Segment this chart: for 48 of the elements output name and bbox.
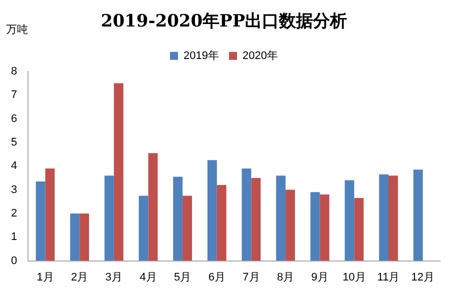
bar xyxy=(182,196,192,261)
bar xyxy=(45,168,55,261)
x-tick-label: 10月 xyxy=(342,271,366,284)
bar xyxy=(70,213,80,261)
chart-title: 2019-2020年PP出口数据分析 xyxy=(100,12,348,32)
x-tick-label: 1月 xyxy=(36,271,54,284)
bar xyxy=(286,190,295,261)
x-tick-label: 3月 xyxy=(105,271,122,284)
y-tick-label: 6 xyxy=(10,112,18,125)
bar xyxy=(36,181,46,261)
bar xyxy=(310,192,320,261)
x-tick-label: 8月 xyxy=(276,271,294,284)
legend-label: 2020年 xyxy=(242,50,278,62)
y-tick-label: 0 xyxy=(10,254,18,267)
bar xyxy=(114,83,124,261)
bar xyxy=(354,198,364,261)
bar xyxy=(276,176,286,261)
bar xyxy=(242,168,252,261)
y-tick-label: 4 xyxy=(10,160,18,172)
bar xyxy=(173,176,183,261)
bar xyxy=(388,176,398,261)
x-tick-label: 7月 xyxy=(242,271,260,284)
x-tick-label: 5月 xyxy=(174,271,192,284)
bar xyxy=(80,213,90,261)
bar xyxy=(138,196,148,261)
bar xyxy=(320,194,330,261)
x-tick-label: 9月 xyxy=(311,271,328,284)
x-tick-label: 12月 xyxy=(411,271,434,284)
y-tick-label: 3 xyxy=(10,184,18,196)
bar xyxy=(379,174,389,261)
x-tick-label: 4月 xyxy=(140,271,157,284)
bar xyxy=(148,153,158,261)
y-tick-label: 2 xyxy=(10,207,18,220)
bar xyxy=(104,176,114,261)
bar xyxy=(344,180,354,261)
y-tick-label: 1 xyxy=(10,231,18,244)
x-tick-label: 6月 xyxy=(208,271,226,284)
bar xyxy=(251,178,261,261)
bar xyxy=(216,185,226,261)
y-tick-label: 8 xyxy=(10,65,18,78)
bar xyxy=(207,160,217,261)
bar xyxy=(413,170,423,261)
y-tick-label: 5 xyxy=(10,136,18,148)
legend-label: 2019年 xyxy=(184,50,220,62)
x-tick-label: 11月 xyxy=(377,271,400,284)
x-tick-label: 2月 xyxy=(71,271,88,284)
y-tick-label: 7 xyxy=(10,89,18,102)
y-axis-title: 万吨 xyxy=(6,22,28,37)
